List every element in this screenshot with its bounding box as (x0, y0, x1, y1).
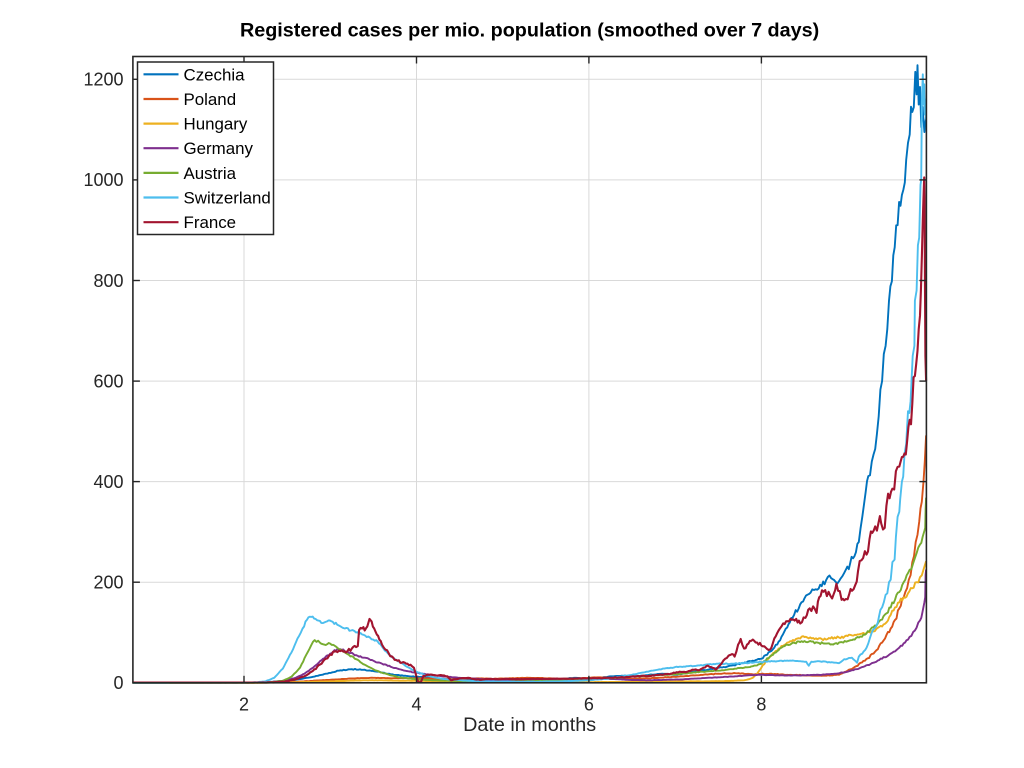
svg-text:Registered cases per mio. popu: Registered cases per mio. population (sm… (240, 20, 819, 42)
svg-text:0: 0 (113, 673, 123, 693)
svg-text:Date in months: Date in months (463, 714, 596, 736)
svg-text:4: 4 (411, 695, 421, 715)
svg-text:Czechia: Czechia (184, 65, 246, 84)
svg-text:1000: 1000 (83, 170, 123, 190)
svg-text:200: 200 (93, 573, 123, 593)
svg-text:Hungary: Hungary (184, 115, 248, 134)
svg-text:400: 400 (93, 472, 123, 492)
svg-text:6: 6 (584, 695, 594, 715)
svg-text:2: 2 (239, 695, 249, 715)
svg-text:Switzerland: Switzerland (184, 189, 271, 208)
svg-text:8: 8 (756, 695, 766, 715)
svg-text:Germany: Germany (184, 139, 254, 158)
svg-text:France: France (184, 213, 237, 232)
svg-text:600: 600 (93, 371, 123, 391)
svg-text:1200: 1200 (83, 70, 123, 90)
svg-text:800: 800 (93, 271, 123, 291)
svg-text:Poland: Poland (184, 90, 237, 109)
svg-text:Austria: Austria (184, 164, 237, 183)
